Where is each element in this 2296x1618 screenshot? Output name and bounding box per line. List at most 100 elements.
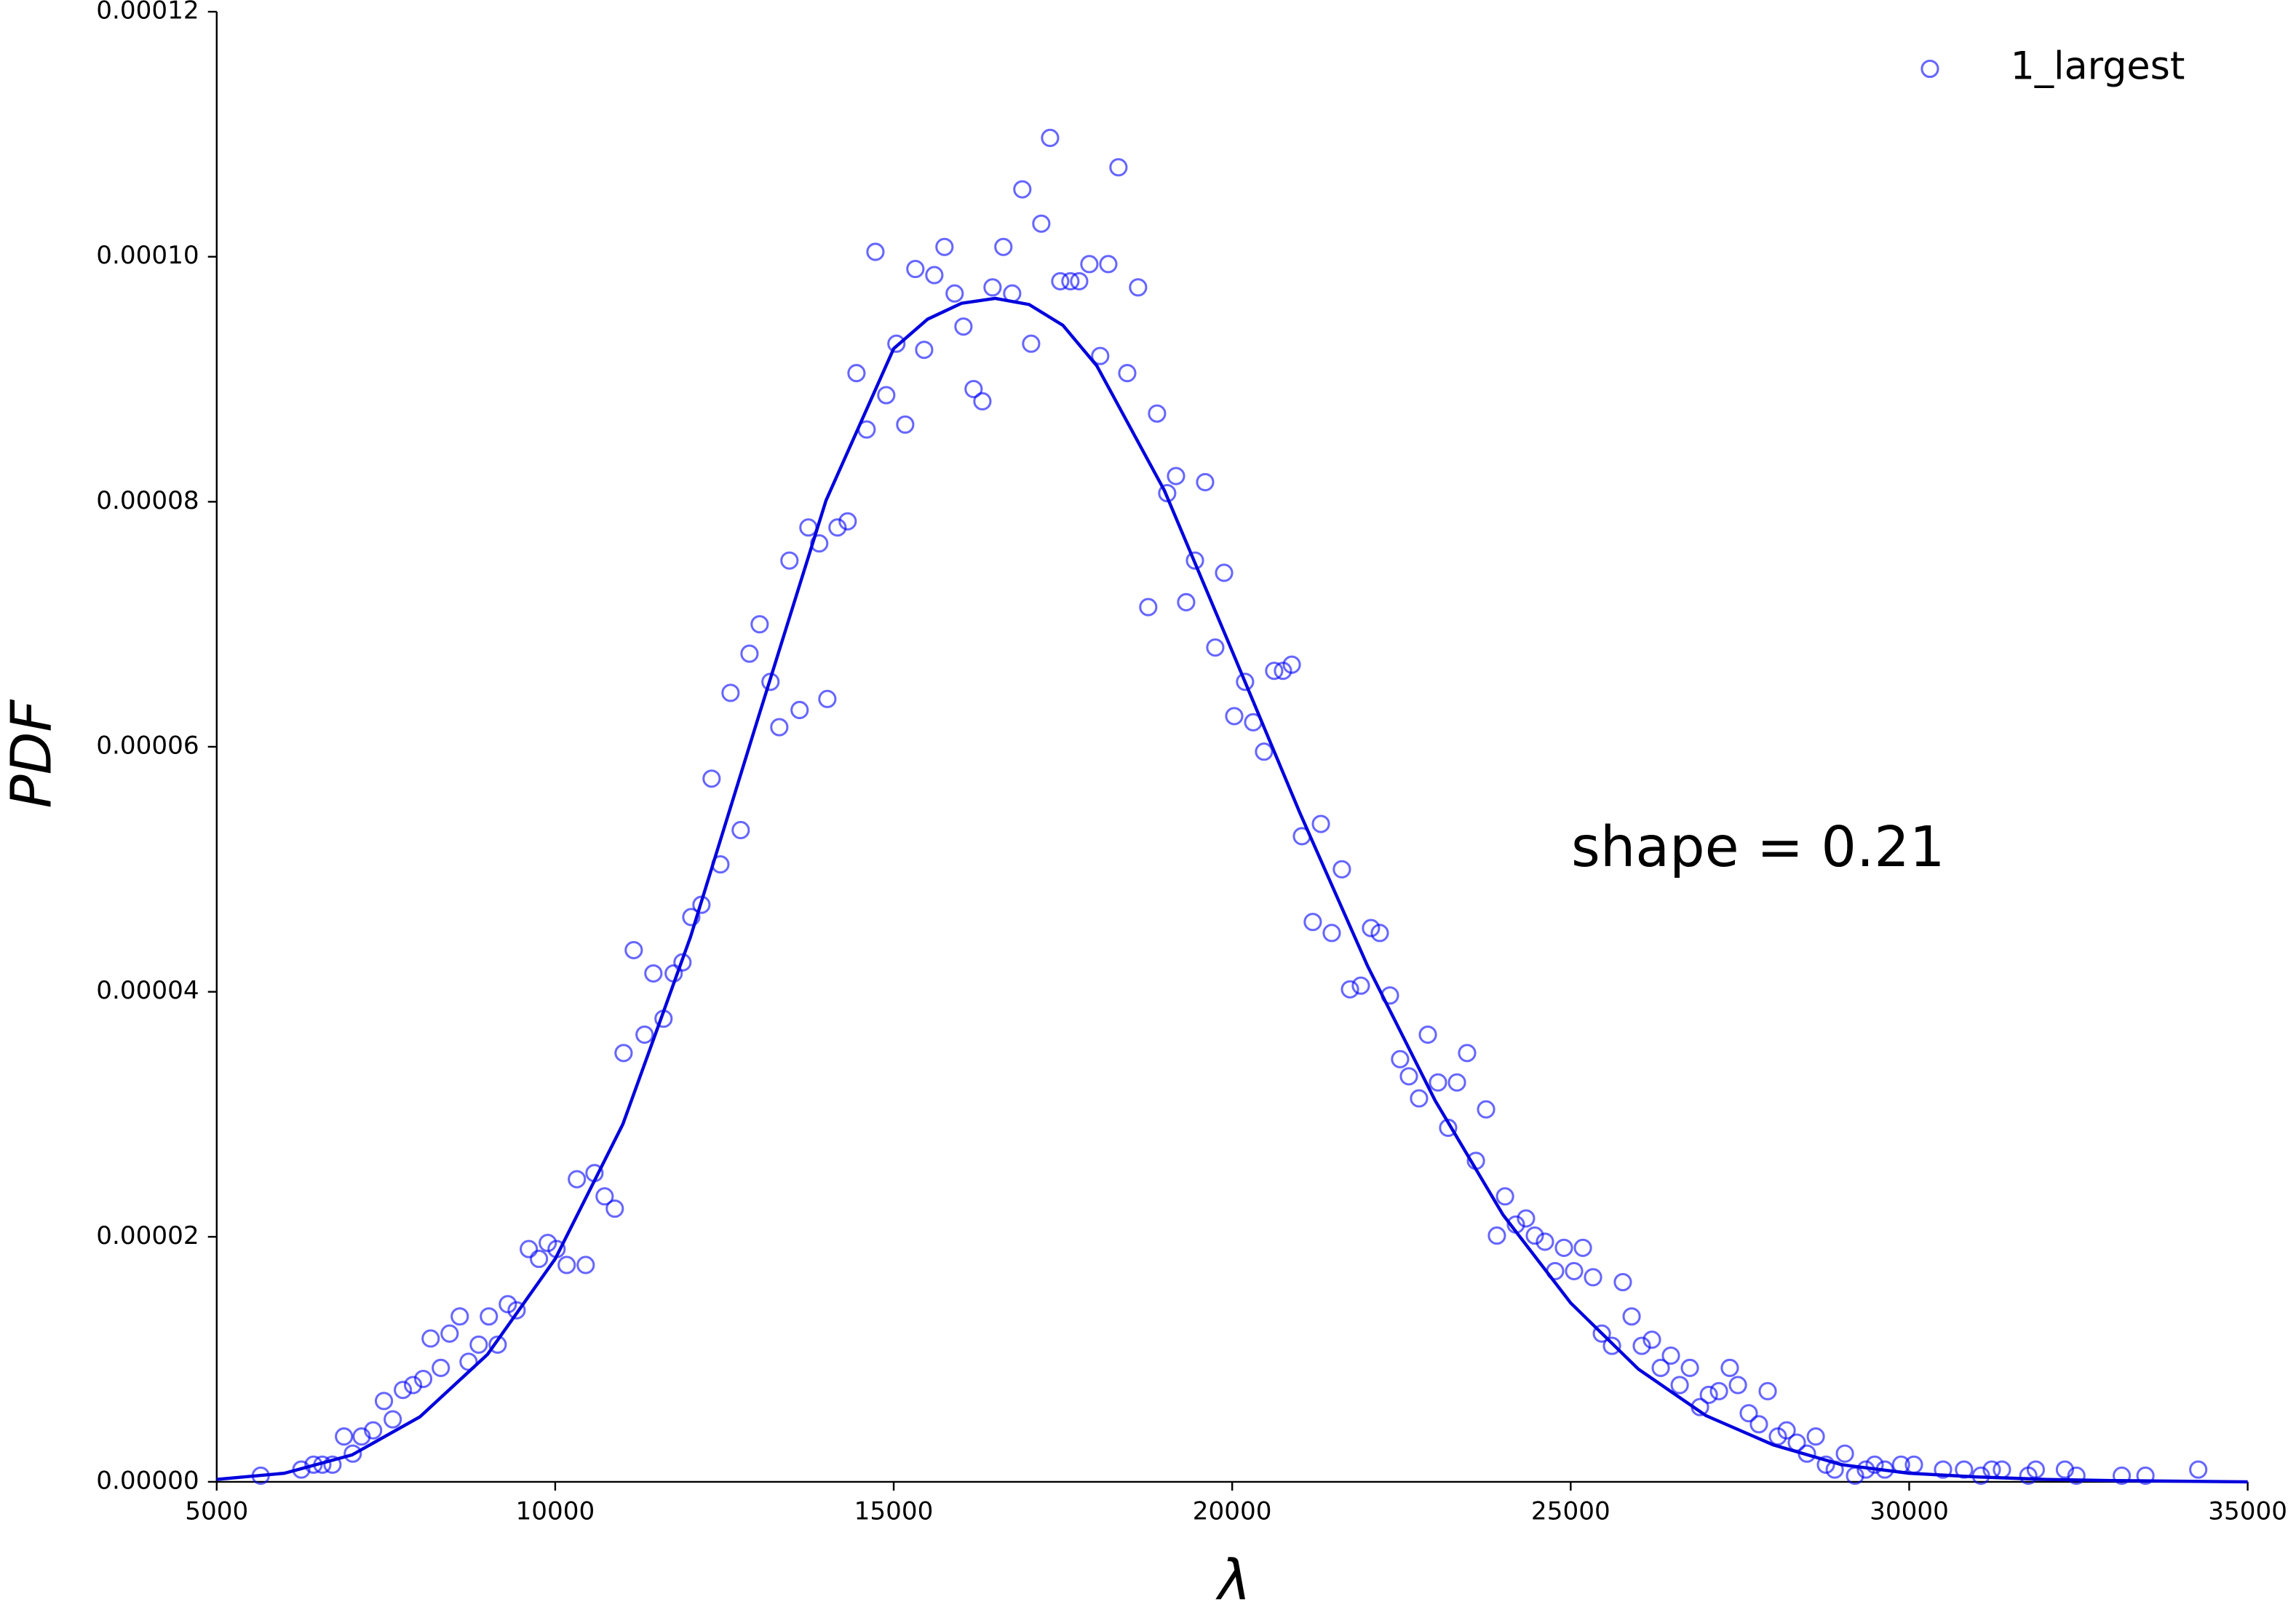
scatter-point	[364, 1421, 383, 1440]
scatter-point	[1418, 1025, 1437, 1044]
scatter-point	[1013, 180, 1032, 199]
scatter-point	[1041, 128, 1060, 148]
scatter-point	[838, 512, 857, 531]
scatter-point	[1236, 673, 1255, 691]
x-tick-label: 15000	[854, 1497, 934, 1526]
scatter-point	[1118, 364, 1137, 383]
scatter-point	[1091, 346, 1110, 365]
scatter-point	[1777, 1421, 1796, 1440]
scatter-point	[1070, 271, 1089, 290]
scatter-point	[635, 1025, 654, 1044]
y-tick-label: 0.00010	[96, 241, 199, 270]
scatter-point	[1699, 1385, 1718, 1404]
scatter-point	[394, 1381, 413, 1400]
legend-marker	[1920, 59, 1939, 79]
scatter-point	[1720, 1358, 1739, 1377]
scatter-point	[1265, 662, 1284, 681]
scatter-point	[450, 1307, 469, 1326]
scatter-point	[507, 1301, 526, 1320]
y-tick-label: 0.00008	[96, 486, 199, 515]
scatter-point	[1196, 472, 1215, 492]
scatter-point	[828, 518, 847, 537]
scatter-point	[877, 386, 896, 405]
scatter-point	[2067, 1466, 2086, 1486]
scatter-point	[1362, 919, 1381, 937]
scatter-point	[954, 317, 973, 336]
scatter-point	[721, 683, 740, 702]
scatter-point	[1109, 158, 1128, 177]
scatter-point	[1311, 814, 1330, 833]
scatter-point	[1332, 860, 1351, 879]
scatter-point	[1565, 1261, 1584, 1280]
scatter-point	[2112, 1466, 2132, 1486]
scatter-point	[673, 953, 692, 972]
scatter-point	[1487, 1226, 1506, 1245]
scatter-point	[576, 1256, 595, 1274]
scatter-point	[1391, 1050, 1410, 1068]
scatter-point	[925, 266, 944, 285]
scatter-point	[1865, 1455, 1884, 1474]
scatter-point	[847, 364, 866, 383]
scatter-point	[1651, 1358, 1670, 1377]
scatter-point	[343, 1444, 362, 1463]
scatter-point	[1148, 404, 1167, 423]
legend-label: 1_largest	[2011, 44, 2185, 89]
scatter-point	[1206, 638, 1225, 657]
scatter-point	[1709, 1381, 1728, 1400]
x-tick-label: 25000	[1531, 1497, 1610, 1526]
scatter-point	[1022, 334, 1041, 353]
scatter-point	[323, 1455, 342, 1474]
scatter-point	[770, 718, 789, 737]
scatter-point	[432, 1358, 450, 1377]
scatter-point	[605, 1199, 624, 1218]
scatter-point	[557, 1256, 576, 1274]
scatter-point	[1680, 1358, 1699, 1377]
scatter-point	[374, 1392, 394, 1411]
scatter-point	[1661, 1346, 1680, 1365]
scatter-point	[1129, 278, 1148, 297]
annotation: shape = 0.21	[1571, 815, 1945, 880]
scatter-point	[1185, 551, 1204, 570]
y-axis-label: PDF	[0, 699, 64, 809]
scatter-point	[790, 700, 809, 720]
scatter-point	[799, 518, 818, 537]
x-tick-label: 5000	[185, 1497, 248, 1526]
scatter-point	[945, 284, 964, 303]
scatter-point	[440, 1324, 459, 1343]
scatter-point	[1622, 1307, 1641, 1326]
scatter-point	[1749, 1415, 1768, 1434]
scatter-point	[740, 644, 759, 663]
scatter-point	[1340, 980, 1359, 999]
scatter-point	[896, 415, 915, 434]
scatter-point	[983, 278, 1002, 297]
scatter-point	[614, 1044, 633, 1063]
scatter-point	[1573, 1238, 1592, 1257]
scatter-point	[1584, 1268, 1602, 1287]
scatter-point	[1632, 1336, 1651, 1355]
y-tick-label: 0.00006	[96, 731, 199, 761]
scatter-point	[1495, 1187, 1514, 1206]
scatter-point	[413, 1369, 433, 1389]
scatter-point	[520, 1240, 539, 1258]
scatter-point	[624, 940, 643, 959]
scatter-point	[530, 1249, 549, 1269]
scatter-point	[964, 379, 983, 399]
scatter-point	[1215, 563, 1234, 582]
scatter-point	[1282, 655, 1301, 674]
scatter-point	[1554, 1238, 1573, 1257]
scatter-point	[780, 551, 799, 570]
scatter-point	[1477, 1100, 1495, 1119]
scatter-point	[1167, 467, 1185, 485]
x-tick-label: 30000	[1870, 1497, 1949, 1526]
scatter-point	[682, 908, 701, 927]
scatter-point	[1670, 1376, 1689, 1395]
scatter-point	[1517, 1209, 1536, 1228]
scatter-point	[1080, 255, 1099, 274]
scatter-point	[1806, 1427, 1825, 1446]
scatter-point	[1303, 913, 1322, 932]
scatter-point	[1399, 1067, 1418, 1086]
y-tick-label: 0.00000	[96, 1466, 199, 1495]
scatter-point	[887, 334, 906, 353]
scatter-point	[1032, 214, 1051, 233]
